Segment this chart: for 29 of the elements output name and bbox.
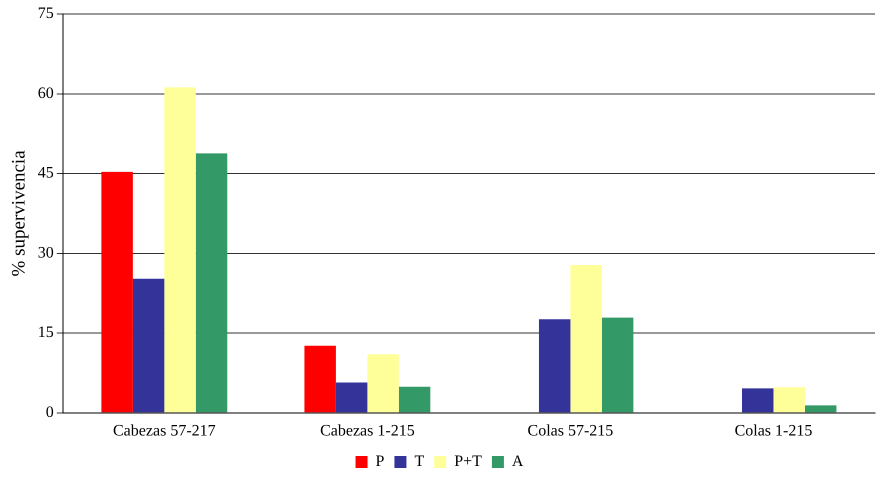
bar bbox=[773, 387, 805, 412]
bar bbox=[570, 264, 602, 412]
legend-label: P+T bbox=[454, 453, 482, 470]
legend-label: P bbox=[376, 453, 385, 470]
x-tick-label: Cabezas 1-215 bbox=[320, 422, 415, 440]
y-tick-label: 15 bbox=[38, 324, 54, 342]
bar bbox=[602, 318, 634, 412]
bar bbox=[336, 382, 368, 412]
bar bbox=[742, 388, 774, 412]
bar bbox=[164, 87, 196, 412]
y-tick-label: 60 bbox=[38, 84, 54, 102]
y-tick-label: 75 bbox=[38, 5, 54, 22]
bar bbox=[196, 153, 228, 412]
y-tick-label: 30 bbox=[38, 244, 54, 262]
bar bbox=[538, 319, 570, 412]
y-tick-label: 0 bbox=[46, 404, 54, 422]
bar bbox=[398, 386, 430, 412]
x-tick-label: Cabezas 57-217 bbox=[113, 422, 216, 440]
x-tick-label: Colas 1-215 bbox=[734, 422, 812, 440]
legend-label: A bbox=[512, 453, 524, 470]
bar bbox=[304, 346, 336, 412]
bar bbox=[101, 172, 133, 412]
y-axis-title: % supervivencia bbox=[8, 150, 30, 276]
x-tick-label: Colas 57-215 bbox=[528, 422, 614, 440]
y-tick-label: 45 bbox=[38, 164, 54, 182]
legend-label: T bbox=[414, 453, 424, 470]
bar bbox=[367, 354, 399, 412]
bar bbox=[132, 278, 164, 412]
bar bbox=[804, 405, 836, 412]
